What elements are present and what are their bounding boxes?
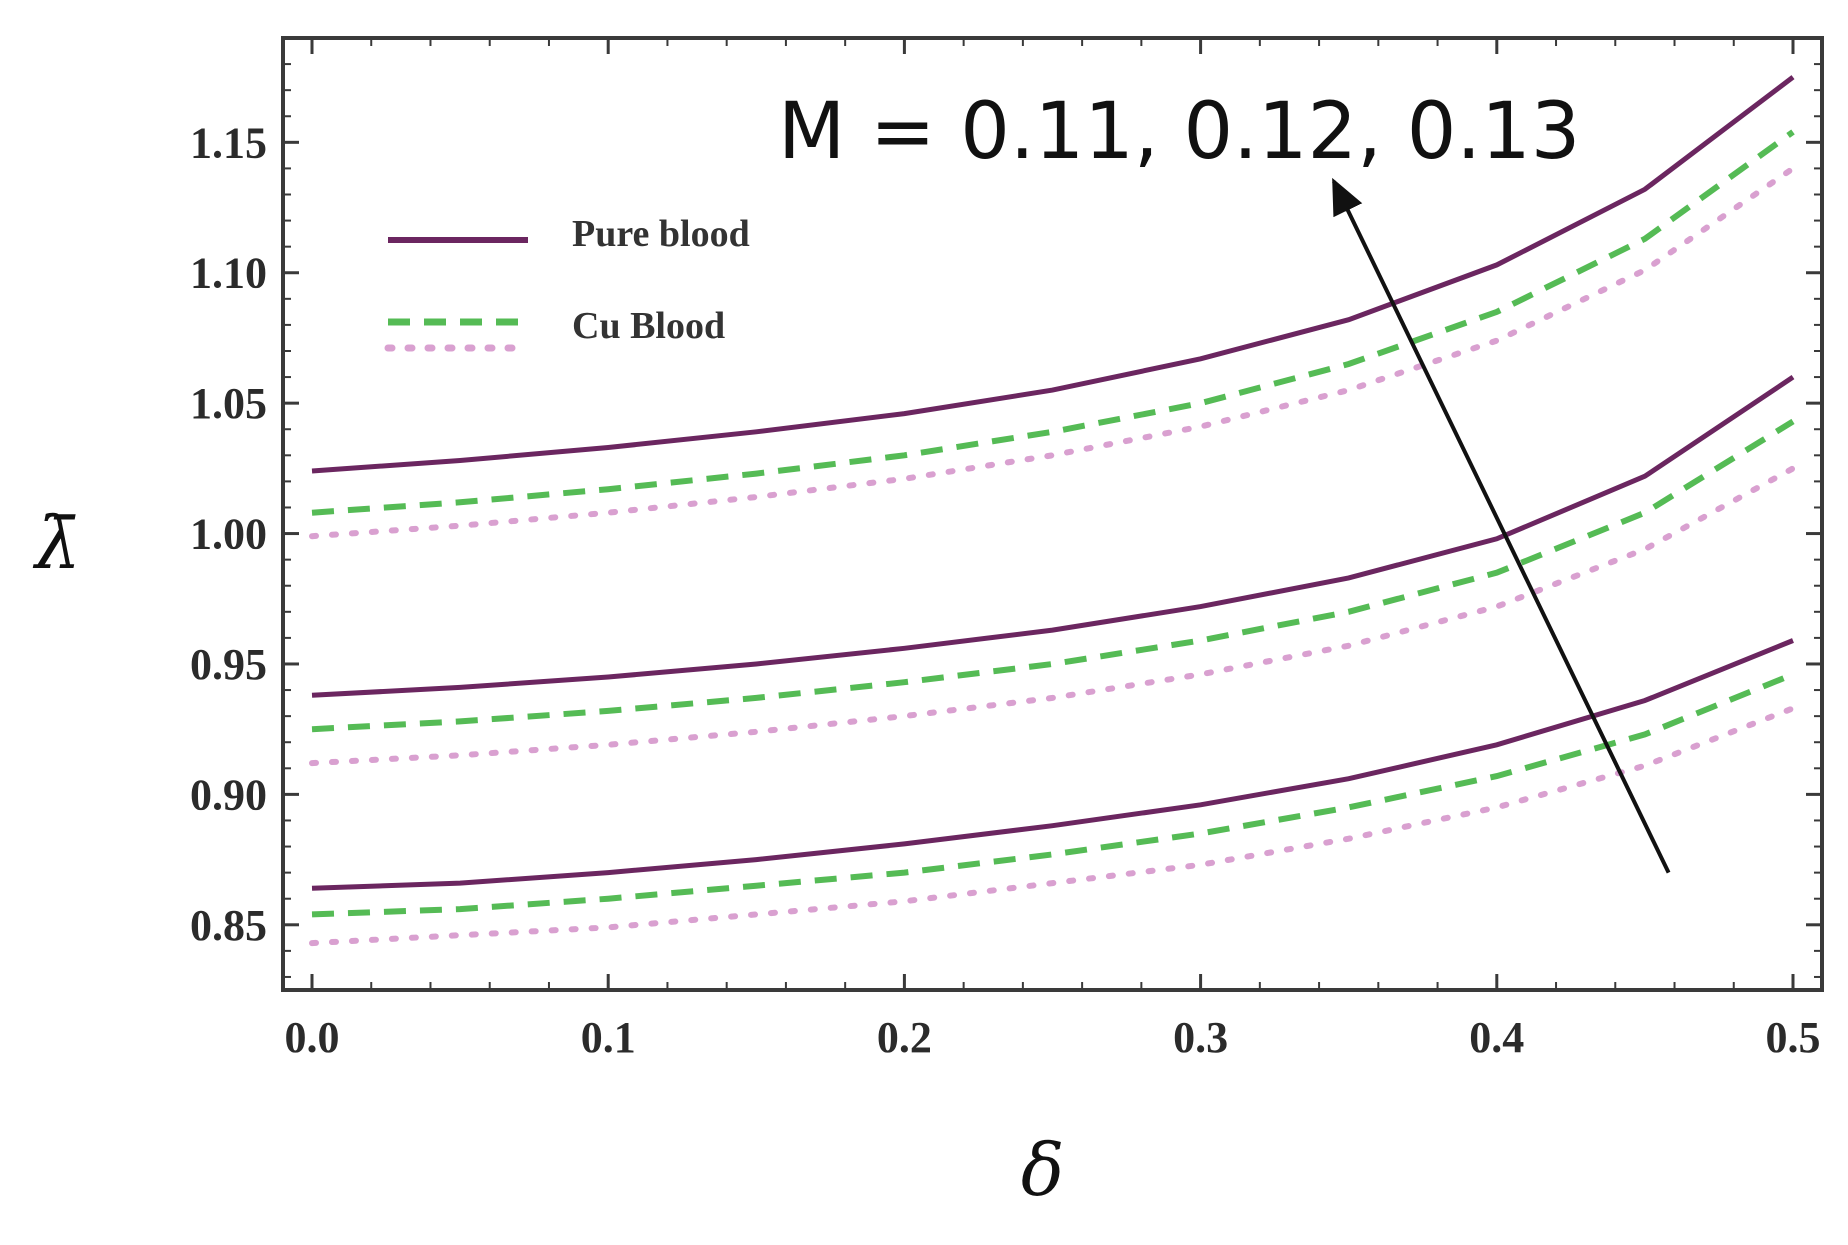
y-tick-label: 1.05 (190, 379, 267, 428)
legend-label: Pure blood (572, 213, 750, 255)
y-tick-label: 0.90 (190, 770, 267, 819)
x-axis-title: δ (1021, 1128, 1064, 1212)
axes-layer: 0.0 0.1 0.2 0.3 0.4 0.5 0.85 0.90 0.95 1.00 1.05 1.… (32, 36, 1824, 1212)
series-line-013-dashed (311, 129, 1795, 516)
series-line-011-solid (311, 638, 1794, 891)
series-layer (309, 75, 1796, 947)
x-tick-label: 0.1 (581, 1013, 636, 1062)
legend-label: Cu Blood (572, 305, 725, 347)
series-line-012-dotted (309, 465, 1796, 767)
series-line-012-solid (311, 375, 1795, 698)
plot-frame (281, 36, 1824, 992)
parameter-annotation: M = 0.11, 0.12, 0.13 (778, 87, 1580, 177)
series-line-011-dotted (309, 705, 1796, 947)
y-tick-label: 1.10 (190, 249, 267, 298)
x-tick-label: 0.0 (285, 1013, 340, 1062)
x-tick-label: 0.3 (1173, 1013, 1228, 1062)
series-line-011-dashed (311, 671, 1795, 918)
series-line-013-solid (311, 75, 1795, 474)
x-tick-label: 0.2 (877, 1013, 932, 1062)
y-tick-label: 1.00 (190, 510, 267, 559)
y-tick-label: 0.85 (190, 901, 267, 950)
y-axis-title: λ̄ (32, 501, 81, 585)
x-tick-label: 0.5 (1766, 1013, 1821, 1062)
legend: Pure blood Cu Blood (384, 213, 750, 352)
y-tick-label: 0.95 (190, 640, 267, 689)
series-line-013-dotted (309, 165, 1796, 540)
annotation-layer: M = 0.11, 0.12, 0.13 (778, 87, 1671, 874)
x-tick-label: 0.4 (1469, 1013, 1524, 1062)
y-tick-label: 1.15 (190, 118, 267, 167)
trend-arrow (1332, 177, 1671, 874)
